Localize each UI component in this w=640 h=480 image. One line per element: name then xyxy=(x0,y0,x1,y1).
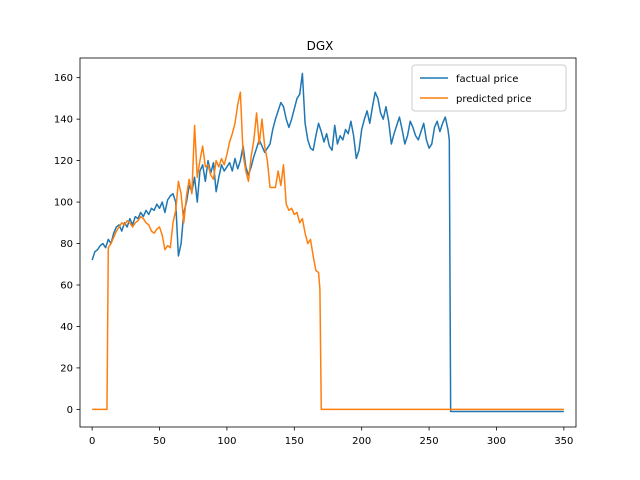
legend-label: predicted price xyxy=(456,94,532,105)
x-tick-label: 100 xyxy=(217,436,236,447)
y-tick-label: 20 xyxy=(60,363,73,374)
axes: 0 50 100 150 200 250 300 350 0 20 40 60 80 100 120 140 1… xyxy=(54,57,577,447)
x-tick-label: 0 xyxy=(89,436,95,447)
y-tick-label: 0 xyxy=(67,405,73,416)
axes-frame xyxy=(79,57,577,428)
x-tick-label: 350 xyxy=(554,436,573,447)
y-tick-label: 40 xyxy=(60,322,73,333)
y-tick-label: 140 xyxy=(54,115,73,126)
legend: factual price predicted price xyxy=(411,64,567,112)
series-line-predicted-price xyxy=(92,91,564,411)
legend-box xyxy=(411,64,567,112)
series-line-factual-price xyxy=(91,72,564,413)
y-tick-label: 160 xyxy=(54,73,73,84)
x-tick-label: 250 xyxy=(420,436,439,447)
y-tick-label: 100 xyxy=(54,198,73,209)
x-tick-label: 200 xyxy=(352,436,371,447)
plot-area xyxy=(91,72,564,413)
y-tick-label: 60 xyxy=(60,280,73,291)
y-tick-label: 120 xyxy=(54,156,73,167)
legend-label: factual price xyxy=(456,74,518,85)
x-tick-label: 300 xyxy=(487,436,506,447)
x-tick-label: 50 xyxy=(153,436,166,447)
x-tick-label: 150 xyxy=(285,436,304,447)
y-tick-label: 80 xyxy=(60,239,73,250)
chart-title: DGX xyxy=(307,39,334,53)
